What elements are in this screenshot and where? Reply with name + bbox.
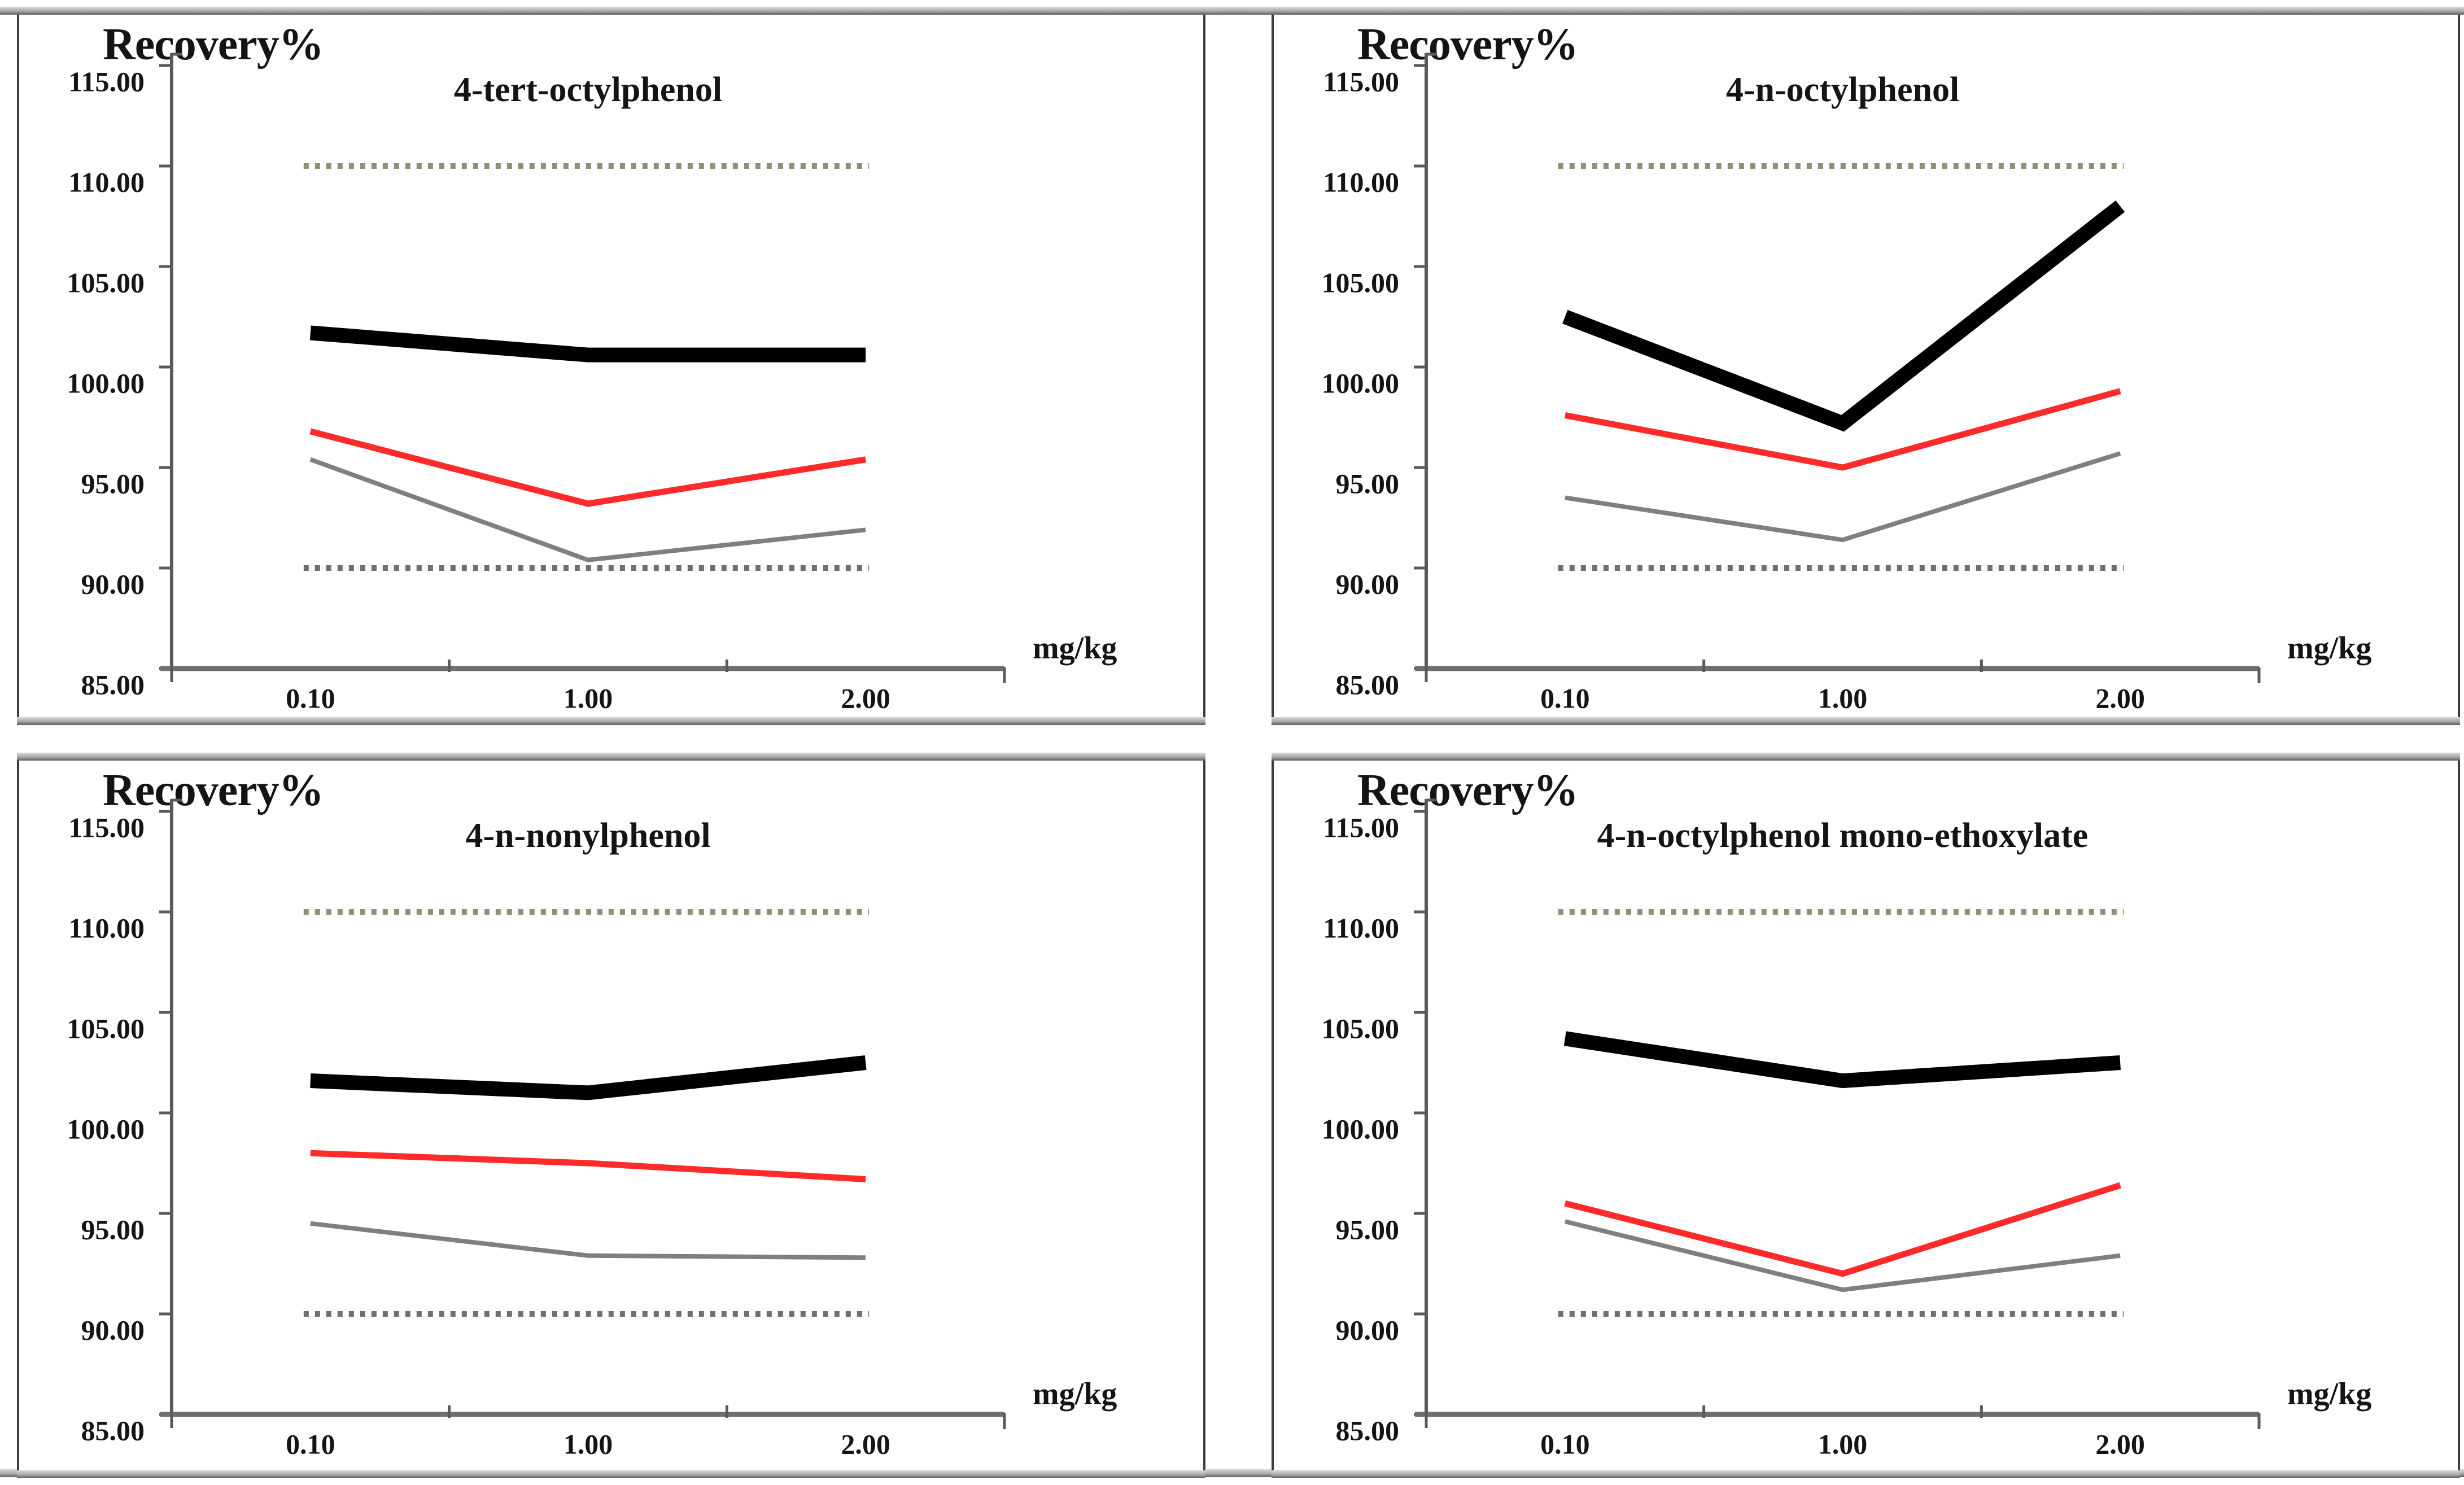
chart-title: 4-tert-octylphenol bbox=[453, 71, 723, 109]
x-tick-label: 2.00 bbox=[841, 682, 890, 714]
y-tick-label: 115.00 bbox=[68, 811, 145, 843]
x-axis: 0.10 1.00 2.00 mg/kg bbox=[1415, 1377, 2371, 1460]
y-tick-label: 95.00 bbox=[81, 1213, 145, 1245]
y-axis: 115.00 110.00 105.00 100.00 95.00 90.00 85.00 bbox=[67, 53, 182, 700]
x-tick-label: 1.00 bbox=[563, 682, 613, 714]
y-axis: 115.00 110.00 105.00 100.00 95.00 90.00 85.00 bbox=[67, 798, 182, 1446]
x-tick-label: 0.10 bbox=[286, 682, 335, 714]
series-line-black bbox=[309, 325, 866, 362]
x-tick-label: 1.00 bbox=[1818, 1428, 1868, 1460]
x-axis: 0.10 1.00 2.00 mg/kg bbox=[1415, 631, 2371, 714]
y-tick-label: 100.00 bbox=[67, 1113, 145, 1145]
y-tick-label: 85.00 bbox=[1336, 669, 1400, 700]
y-axis-title: Recovery% bbox=[1357, 20, 1579, 69]
x-tick-label: 0.10 bbox=[286, 1428, 335, 1460]
panel-border-bottom bbox=[17, 717, 1205, 725]
y-axis: 115.00 110.00 105.00 100.00 95.00 90.00 85.00 bbox=[1322, 53, 1436, 700]
x-tick-label: 1.00 bbox=[1818, 682, 1868, 714]
x-axis: 0.10 1.00 2.00 mg/kg bbox=[160, 631, 1117, 714]
y-tick-label: 95.00 bbox=[81, 468, 145, 499]
series-line-black bbox=[1563, 1031, 2121, 1089]
y-tick-label: 110.00 bbox=[1323, 912, 1399, 944]
series-line-red bbox=[1564, 1182, 2121, 1277]
y-tick-label: 95.00 bbox=[1336, 468, 1400, 499]
y-tick-label: 95.00 bbox=[1336, 1213, 1400, 1245]
y-tick-label: 100.00 bbox=[67, 367, 145, 399]
plot-area-4-tert-octylphenol: 115.00 110.00 105.00 100.00 95.00 90.00 85.00 0… bbox=[67, 53, 1117, 714]
chart-panel-4-n-nonylphenol: Recovery% 4-n-nonylphenol 115.00 110.00 10… bbox=[17, 753, 1205, 1478]
y-tick-label: 100.00 bbox=[1322, 1113, 1400, 1145]
panel-border-top bbox=[17, 7, 1205, 15]
y-tick-label: 105.00 bbox=[1322, 1012, 1400, 1044]
series-line-black bbox=[1562, 200, 2125, 432]
series-line-red bbox=[309, 428, 867, 507]
x-tick-label: 2.00 bbox=[2095, 682, 2145, 714]
x-axis-unit-label: mg/kg bbox=[2287, 631, 2371, 666]
x-axis-unit-label: mg/kg bbox=[1033, 1377, 1117, 1412]
panel-border-top bbox=[17, 753, 1205, 761]
x-axis-unit-label: mg/kg bbox=[1033, 631, 1117, 666]
x-axis: 0.10 1.00 2.00 mg/kg bbox=[160, 1377, 1117, 1460]
panel-border-top bbox=[1272, 7, 2460, 15]
y-tick-label: 115.00 bbox=[1323, 811, 1399, 843]
plot-area-4-n-octylphenol-mono-ethoxylate: 115.00 110.00 105.00 100.00 95.00 90.00 85.00 0… bbox=[1322, 798, 2371, 1460]
y-tick-label: 85.00 bbox=[1336, 1414, 1400, 1446]
x-tick-label: 2.00 bbox=[841, 1428, 890, 1460]
y-tick-label: 90.00 bbox=[81, 1314, 145, 1346]
panel-border-bottom bbox=[17, 1470, 1205, 1478]
x-tick-label: 0.10 bbox=[1540, 1428, 1590, 1460]
series-line-gray bbox=[1564, 1219, 2121, 1292]
series-line-gray bbox=[309, 457, 866, 562]
panel-border-bottom bbox=[1272, 1470, 2460, 1478]
y-axis-title: Recovery% bbox=[1357, 766, 1579, 815]
y-tick-label: 90.00 bbox=[81, 568, 145, 600]
chart-title: 4-n-octylphenol mono-ethoxylate bbox=[1597, 816, 2089, 855]
x-tick-label: 1.00 bbox=[563, 1428, 613, 1460]
y-tick-label: 105.00 bbox=[67, 267, 145, 298]
series-line-black bbox=[310, 1055, 867, 1100]
y-axis-title: Recovery% bbox=[103, 766, 324, 815]
y-tick-label: 85.00 bbox=[81, 669, 145, 700]
y-axis-title: Recovery% bbox=[103, 20, 324, 69]
y-tick-label: 90.00 bbox=[1336, 568, 1400, 600]
y-tick-label: 110.00 bbox=[1323, 166, 1399, 198]
y-tick-label: 105.00 bbox=[67, 1012, 145, 1044]
panel-border-bottom bbox=[1272, 717, 2460, 725]
chart-title: 4-n-nonylphenol bbox=[465, 816, 711, 855]
x-tick-label: 0.10 bbox=[1540, 682, 1590, 714]
y-tick-label: 100.00 bbox=[1322, 367, 1400, 399]
series-line-gray bbox=[1565, 451, 2121, 543]
plot-area-4-n-octylphenol: 115.00 110.00 105.00 100.00 95.00 90.00 85.00 0… bbox=[1322, 53, 2371, 714]
y-axis: 115.00 110.00 105.00 100.00 95.00 90.00 85.00 bbox=[1322, 798, 1436, 1446]
y-tick-label: 85.00 bbox=[81, 1414, 145, 1446]
y-tick-label: 115.00 bbox=[68, 65, 145, 97]
panel-border-top bbox=[1272, 753, 2460, 761]
x-axis-unit-label: mg/kg bbox=[2287, 1377, 2371, 1412]
x-tick-label: 2.00 bbox=[2095, 1428, 2145, 1460]
chart-panel-4-n-octylphenol-mono-ethoxylate: Recovery% 4-n-octylphenol mono-ethoxylat… bbox=[1272, 753, 2460, 1478]
chart-panel-4-n-octylphenol: Recovery% 4-n-octylphenol 115.00 110.00 10… bbox=[1272, 7, 2460, 725]
y-tick-label: 105.00 bbox=[1322, 267, 1400, 298]
chart-title: 4-n-octylphenol bbox=[1725, 71, 1960, 109]
y-tick-label: 115.00 bbox=[1323, 65, 1399, 97]
series-line-red bbox=[310, 1150, 866, 1182]
y-tick-label: 110.00 bbox=[68, 912, 145, 944]
plot-area-4-n-nonylphenol: 115.00 110.00 105.00 100.00 95.00 90.00 85.00 0… bbox=[67, 798, 1117, 1460]
chart-panel-4-tert-octylphenol: Recovery% 4-tert-octylphenol 115.00 110.0… bbox=[17, 7, 1205, 725]
y-tick-label: 110.00 bbox=[68, 166, 145, 198]
y-tick-label: 90.00 bbox=[1336, 1314, 1400, 1346]
series-line-red bbox=[1564, 388, 2121, 471]
series-line-gray bbox=[310, 1221, 866, 1260]
